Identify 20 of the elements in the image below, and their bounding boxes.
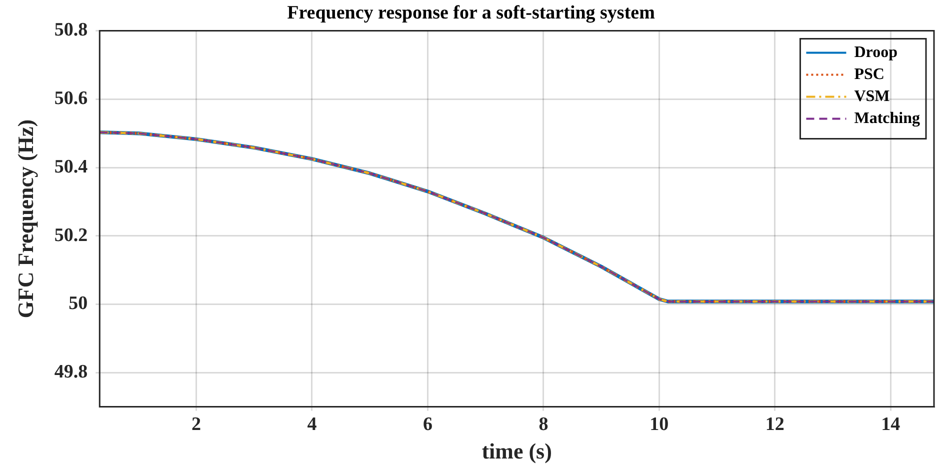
legend-label: PSC bbox=[854, 66, 884, 83]
legend-label: VSM bbox=[854, 88, 890, 105]
x-tick-label: 8 bbox=[538, 414, 548, 436]
y-tick-label: 50.6 bbox=[54, 88, 88, 110]
x-tick-label: 6 bbox=[422, 414, 432, 436]
y-tick-label: 50.8 bbox=[54, 20, 88, 41]
x-axis-title: time (s) bbox=[482, 438, 552, 464]
y-tick-label: 50.4 bbox=[54, 156, 88, 178]
x-tick-label: 10 bbox=[650, 414, 669, 436]
legend-label: Matching bbox=[854, 110, 920, 127]
y-tick-label: 49.8 bbox=[54, 362, 88, 383]
x-tick-label: 2 bbox=[192, 414, 202, 436]
x-tick-label: 14 bbox=[881, 414, 901, 436]
legend-label: Droop bbox=[854, 44, 898, 61]
x-tick-label: 12 bbox=[765, 414, 784, 436]
y-tick-label: 50.2 bbox=[54, 224, 88, 246]
chart-title: Frequency response for a soft-starting system bbox=[287, 2, 656, 24]
y-axis-title: GFC Frequency (Hz) bbox=[12, 119, 38, 318]
x-tick-label: 4 bbox=[307, 414, 318, 436]
y-tick-label: 50 bbox=[68, 293, 88, 314]
